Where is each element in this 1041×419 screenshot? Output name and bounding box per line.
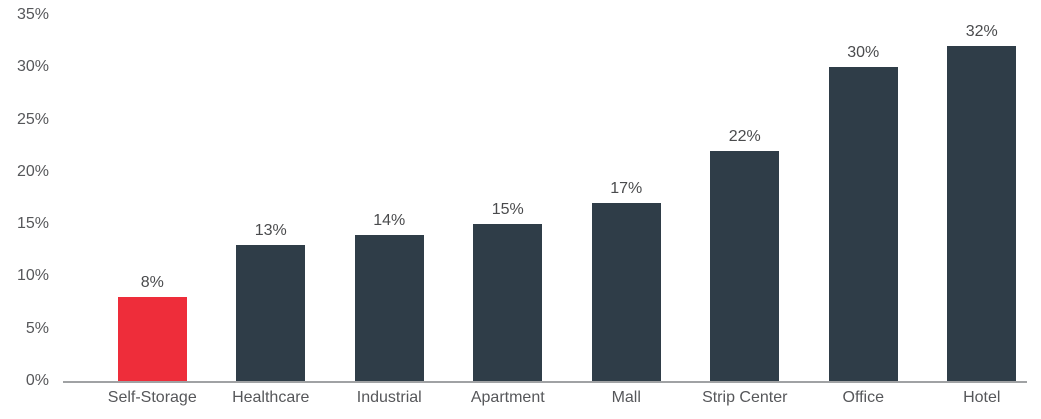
- x-tick-label: Hotel: [963, 389, 1001, 406]
- bar-value-label: 15%: [491, 201, 524, 219]
- bar-value-label: 17%: [610, 180, 643, 198]
- x-tick-label: Healthcare: [232, 389, 310, 406]
- bar-value-label: 22%: [728, 127, 761, 145]
- y-axis: 0% 5% 10% 15% 20% 25% 30% 35%: [0, 0, 49, 419]
- x-tick-label: Self-Storage: [107, 389, 197, 406]
- bar-group-apartment: 15%: [449, 0, 568, 381]
- bar-value-label: 13%: [254, 222, 287, 240]
- bar-group-healthcare: 13%: [212, 0, 331, 381]
- y-tick-label: 30%: [16, 58, 49, 76]
- x-tick-label: Apartment: [470, 389, 545, 406]
- x-tick-label: Strip Center: [702, 389, 788, 406]
- bar-group-mall: 17%: [567, 0, 686, 381]
- bar-group-self-storage: 8%: [93, 0, 212, 381]
- bar-group-office: 30%: [804, 0, 923, 381]
- bar-healthcare: [236, 245, 306, 381]
- bar-apartment: [473, 224, 543, 381]
- bar-office: [828, 67, 898, 381]
- y-tick-label: 20%: [16, 162, 49, 180]
- bar-industrial: [354, 234, 424, 381]
- bar-group-strip-center: 22%: [686, 0, 805, 381]
- y-tick-label: 25%: [16, 110, 49, 128]
- bar-mall: [591, 203, 661, 381]
- x-tick-label: Mall: [611, 389, 641, 406]
- plot-area: 8% 13% 14% 15% 17% 22% 30% 32%: [93, 0, 1041, 381]
- bar-group-industrial: 14%: [330, 0, 449, 381]
- y-tick-label: 35%: [16, 6, 49, 23]
- y-tick-label: 0%: [25, 372, 49, 389]
- x-tick-label: Industrial: [356, 389, 422, 406]
- x-axis-line: [63, 381, 1027, 383]
- bar-value-label: 30%: [847, 44, 880, 62]
- bar-value-label: 32%: [965, 23, 998, 41]
- bar-hotel: [947, 46, 1017, 381]
- bar-group-hotel: 32%: [923, 0, 1041, 381]
- bar-value-label: 8%: [140, 274, 164, 292]
- x-tick-label: Office: [842, 389, 885, 406]
- y-tick-label: 15%: [16, 215, 49, 233]
- x-axis: Self-Storage Healthcare Industrial Apartmen…: [93, 389, 1041, 407]
- bar-self-storage: [117, 297, 187, 381]
- bar-strip-center: [710, 150, 780, 381]
- bar-value-label: 14%: [373, 211, 406, 229]
- y-tick-label: 5%: [25, 319, 49, 337]
- y-tick-label: 10%: [16, 267, 49, 285]
